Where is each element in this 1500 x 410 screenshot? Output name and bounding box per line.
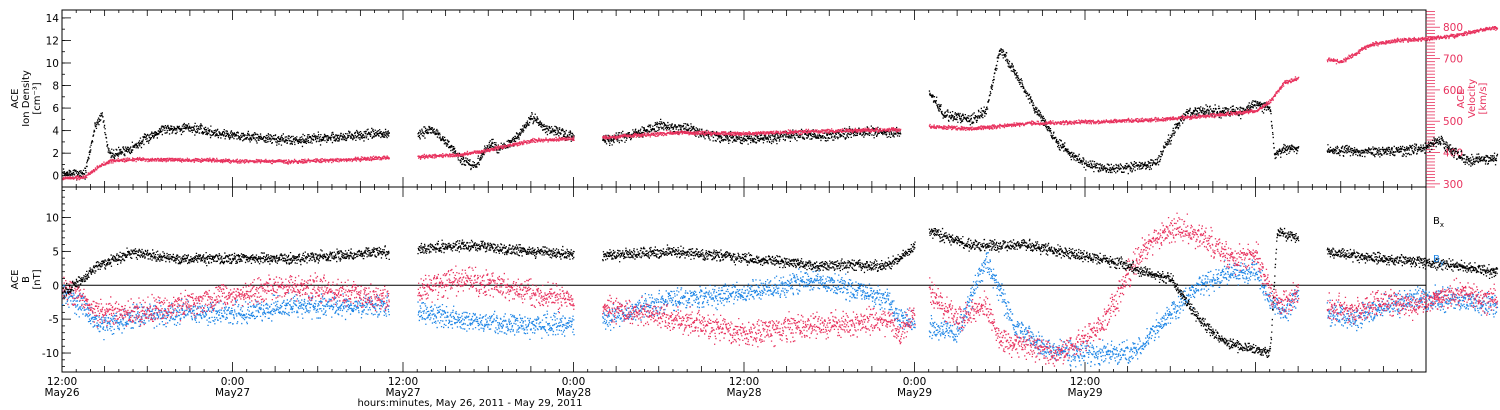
velocity-axis-tick-label: 500	[1443, 116, 1463, 128]
x-tick-date: May28	[556, 387, 591, 399]
x-tick-date: May27	[215, 387, 250, 399]
velocity-axis-title: ACEVelocity[km/s]	[1456, 79, 1489, 118]
magnetic-field-panel: -10 -5 0 5 10 ACEB[nT] Bx By Bz	[10, 186, 1499, 373]
x-tick-time: 0:00	[562, 376, 586, 388]
bz-series	[62, 212, 1499, 367]
density-axis-title: ACEIon Density[cm⁻³]	[10, 70, 43, 127]
density-axis-tick-label: 2	[52, 148, 59, 160]
bx-series	[62, 227, 1499, 358]
field-axis-tick-label: -10	[42, 348, 59, 360]
x-tick-time: 12:00	[47, 376, 77, 388]
x-tick-time: 0:00	[221, 376, 245, 388]
density-axis-tick-label: 10	[46, 58, 59, 70]
x-tick-time: 12:00	[729, 376, 759, 388]
field-axis-tick-label: -5	[49, 314, 59, 326]
field-axis-title: ACEB[nT]	[10, 269, 43, 289]
density-axis-tick-label: 14	[46, 13, 60, 25]
velocity-axis-tick-label: 800	[1443, 22, 1463, 34]
density-axis-tick-label: 4	[52, 126, 59, 138]
x-tick-date: May27	[385, 387, 420, 399]
legend-by: By	[1433, 254, 1444, 267]
x-axis-label: hours:minutes, May 26, 2011 - May 29, 20…	[357, 398, 582, 409]
legend-bz: Bz	[1433, 292, 1444, 305]
velocity-axis-tick-label: 600	[1443, 85, 1463, 97]
x-tick-date: May29	[897, 387, 932, 399]
density-axis-tick-label: 8	[52, 81, 59, 93]
x-tick-time: 12:00	[388, 376, 418, 388]
by-series	[62, 252, 1499, 368]
x-tick-time: 12:00	[1070, 376, 1100, 388]
density-axis-tick-label: 6	[52, 103, 59, 115]
x-tick-date: May29	[1067, 387, 1102, 399]
velocity-axis-tick-label: 300	[1443, 179, 1463, 191]
panel2-frame	[61, 186, 1427, 373]
density-axis-tick-label: 12	[46, 35, 59, 47]
field-axis-tick-label: 5	[52, 246, 59, 258]
x-tick-date: May26	[44, 387, 79, 399]
field-axis-tick-label: 10	[46, 212, 59, 224]
density-axis-tick-label: 0	[52, 171, 59, 183]
x-tick-date: May28	[726, 387, 761, 399]
velocity-axis-tick-label: 700	[1443, 54, 1463, 66]
x-tick-time: 0:00	[903, 376, 927, 388]
field-axis-tick-label: 0	[52, 280, 59, 292]
legend-bx: Bx	[1433, 216, 1444, 229]
time-axis: 12:00May260:00May2712:00May270:00May2812…	[44, 10, 1427, 399]
velocity-series	[62, 26, 1499, 181]
